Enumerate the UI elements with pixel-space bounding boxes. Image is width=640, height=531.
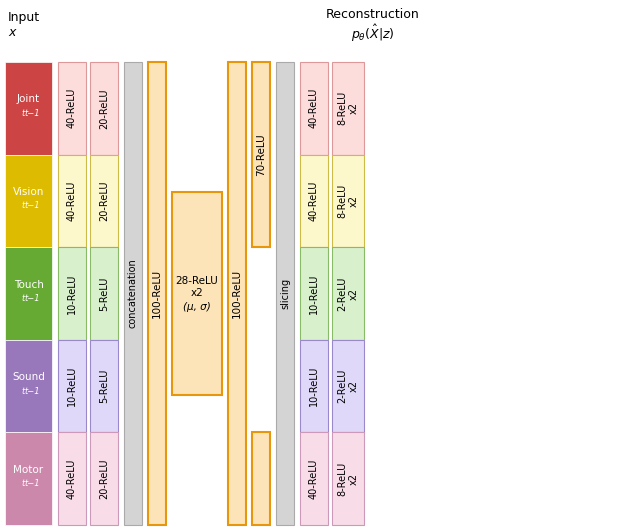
Text: $p_\theta(\hat{X}|z)$: $p_\theta(\hat{X}|z)$ [351,22,395,44]
Text: Motor: Motor [13,465,44,475]
FancyBboxPatch shape [276,62,294,525]
Text: Input: Input [8,12,40,24]
Text: Sound: Sound [12,372,45,382]
Text: 8-ReLU
x2: 8-ReLU x2 [337,461,359,496]
Text: 10-ReLU: 10-ReLU [309,273,319,314]
Text: 10-ReLU: 10-ReLU [309,366,319,406]
Text: t: t [22,387,25,396]
FancyBboxPatch shape [300,62,328,155]
Text: 40-ReLU: 40-ReLU [309,181,319,221]
Text: 10-ReLU: 10-ReLU [67,366,77,406]
Text: 40-ReLU: 40-ReLU [309,458,319,499]
Text: 8-ReLU
x2: 8-ReLU x2 [337,91,359,125]
FancyBboxPatch shape [332,155,364,247]
FancyBboxPatch shape [252,432,270,525]
Text: concatenation: concatenation [128,259,138,328]
FancyBboxPatch shape [172,192,222,396]
Text: t−1: t−1 [25,201,40,210]
Text: x: x [8,27,15,39]
Text: 100-ReLU: 100-ReLU [152,269,162,318]
Text: t−1: t−1 [25,479,40,488]
Text: t−1: t−1 [25,109,40,118]
Text: Joint: Joint [17,95,40,104]
Text: t: t [22,201,25,210]
FancyBboxPatch shape [90,340,118,432]
FancyBboxPatch shape [5,62,52,155]
FancyBboxPatch shape [332,247,364,340]
Text: 2-ReLU
x2: 2-ReLU x2 [337,369,359,403]
Text: 10-ReLU: 10-ReLU [67,273,77,314]
FancyBboxPatch shape [90,432,118,525]
Text: (μ, σ): (μ, σ) [183,302,211,312]
Text: 8-ReLU
x2: 8-ReLU x2 [337,184,359,218]
FancyBboxPatch shape [58,155,86,247]
FancyBboxPatch shape [124,62,142,525]
Text: Reconstruction: Reconstruction [326,8,420,21]
Text: t−1: t−1 [25,387,40,396]
FancyBboxPatch shape [252,62,270,247]
Text: 100-ReLU: 100-ReLU [232,269,242,318]
Text: t: t [22,109,25,118]
Text: 70-ReLU: 70-ReLU [256,133,266,176]
FancyBboxPatch shape [5,155,52,247]
Text: 5-ReLU: 5-ReLU [99,369,109,403]
Text: 28-ReLU: 28-ReLU [175,277,218,287]
Text: 2-ReLU
x2: 2-ReLU x2 [337,276,359,311]
FancyBboxPatch shape [58,247,86,340]
FancyBboxPatch shape [300,247,328,340]
Text: 40-ReLU: 40-ReLU [67,88,77,129]
FancyBboxPatch shape [332,432,364,525]
FancyBboxPatch shape [148,62,166,525]
FancyBboxPatch shape [300,432,328,525]
Text: 20-ReLU: 20-ReLU [99,88,109,129]
Text: Vision: Vision [13,187,44,197]
Text: Touch: Touch [13,279,44,289]
FancyBboxPatch shape [332,62,364,155]
Text: x2: x2 [191,288,204,298]
Text: t: t [22,294,25,303]
FancyBboxPatch shape [332,340,364,432]
FancyBboxPatch shape [228,62,246,525]
FancyBboxPatch shape [5,340,52,432]
FancyBboxPatch shape [5,432,52,525]
Text: 20-ReLU: 20-ReLU [99,181,109,221]
FancyBboxPatch shape [90,155,118,247]
Text: 20-ReLU: 20-ReLU [99,458,109,499]
FancyBboxPatch shape [58,340,86,432]
Text: 40-ReLU: 40-ReLU [309,88,319,129]
FancyBboxPatch shape [300,340,328,432]
Text: 40-ReLU: 40-ReLU [67,181,77,221]
FancyBboxPatch shape [58,62,86,155]
Text: t: t [22,479,25,488]
FancyBboxPatch shape [5,247,52,340]
Text: slicing: slicing [280,278,290,309]
FancyBboxPatch shape [90,247,118,340]
Text: 40-ReLU: 40-ReLU [67,458,77,499]
FancyBboxPatch shape [300,155,328,247]
Text: 5-ReLU: 5-ReLU [99,276,109,311]
FancyBboxPatch shape [58,432,86,525]
Text: t−1: t−1 [25,294,40,303]
FancyBboxPatch shape [90,62,118,155]
